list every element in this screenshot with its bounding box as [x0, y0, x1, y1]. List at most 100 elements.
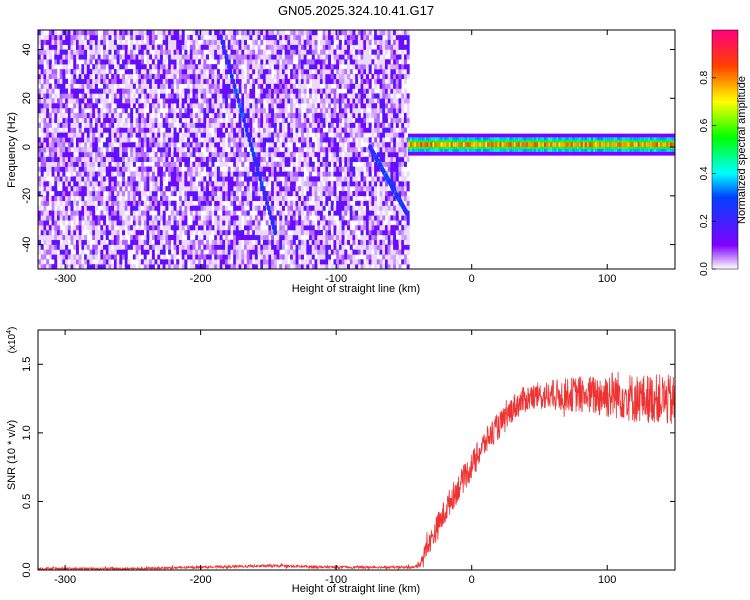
heatmap-cell [338, 78, 342, 84]
heatmap-cell [138, 112, 142, 119]
heatmap-cell [287, 132, 291, 138]
heatmap-cell [279, 64, 283, 70]
heatmap-cell [141, 166, 145, 172]
heatmap-cell [73, 98, 77, 104]
heatmap-cell [376, 249, 380, 255]
heatmap-cell [43, 210, 47, 216]
heatmap-cell [262, 166, 266, 172]
heatmap-cell [176, 156, 180, 162]
heatmap-cell [181, 181, 185, 187]
heatmap-cell [197, 59, 201, 65]
heatmap-cell [273, 132, 277, 138]
heatmap-cell [281, 88, 285, 94]
heatmap-cell [187, 229, 191, 236]
heatmap-cell [51, 69, 55, 75]
heatmap-cell [138, 220, 142, 226]
heatmap-cell [192, 205, 196, 211]
heatmap-cell [124, 122, 128, 128]
heatmap-cell [206, 215, 210, 221]
heatmap-cell [103, 176, 107, 182]
heatmap-cell [295, 147, 299, 153]
heatmap-cell [178, 34, 182, 41]
heatmap-cell [230, 137, 234, 143]
heatmap-cell [157, 215, 161, 221]
heatmap-cell [62, 210, 66, 216]
heatmap-cell [48, 30, 52, 36]
heatmap-cell [65, 98, 69, 104]
heatmap-cell [330, 88, 334, 94]
heatmap-cell [306, 239, 310, 245]
heatmap-cell [252, 108, 256, 114]
heatmap-cell [260, 254, 264, 260]
heatmap-cell [203, 190, 207, 197]
heatmap-cell [135, 127, 139, 133]
heatmap-cell [292, 239, 296, 245]
heatmap-cell [92, 264, 96, 269]
heatmap-cell [330, 44, 334, 50]
heatmap-cell [111, 190, 115, 197]
heatmap-cell [330, 30, 334, 36]
heatmap-cell [311, 88, 315, 94]
heatmap-cell [135, 122, 139, 128]
heatmap-cell [100, 176, 104, 182]
heatmap-cell [43, 249, 47, 255]
heatmap-cell [97, 122, 101, 128]
heatmap-cell [246, 108, 250, 114]
heatmap-cell [187, 225, 191, 231]
heatmap-cell [165, 103, 169, 109]
heatmap-cell [43, 78, 47, 84]
heatmap-cell [260, 249, 264, 255]
heatmap-cell [336, 59, 340, 65]
heatmap-cell [328, 215, 332, 221]
heatmap-cell [338, 39, 342, 45]
heatmap-cell [43, 34, 47, 41]
heatmap-cell [238, 59, 242, 65]
heatmap-cell [97, 117, 101, 123]
heatmap-cell [314, 44, 318, 50]
heatmap-cell [43, 239, 47, 245]
heatmap-cell [151, 103, 155, 109]
heatmap-cell [249, 225, 253, 231]
heatmap-cell [100, 264, 104, 269]
heatmap-cell [252, 112, 256, 119]
heatmap-cell [319, 108, 323, 114]
heatmap-cell [149, 44, 153, 50]
heatmap-cell [241, 127, 245, 133]
heatmap-cell [54, 93, 58, 99]
heatmap-cell [328, 78, 332, 84]
heatmap-cell [279, 254, 283, 260]
heatmap-cell [300, 83, 304, 89]
heatmap-cell [241, 132, 245, 138]
heatmap-cell [292, 215, 296, 221]
heatmap-cell [48, 254, 52, 260]
heatmap-cell [211, 122, 215, 128]
heatmap-cell [51, 166, 55, 172]
heatmap-cell [184, 190, 188, 197]
heatmap-cell [173, 264, 177, 269]
heatmap-cell [273, 122, 277, 128]
heatmap-cell [203, 244, 207, 250]
heatmap-cell [311, 239, 315, 245]
heatmap-cell [314, 210, 318, 216]
heatmap-cell [86, 244, 90, 250]
heatmap-cell [276, 69, 280, 75]
heatmap-cell [157, 132, 161, 138]
heatmap-cell [54, 117, 58, 123]
heatmap-cell [146, 186, 150, 192]
heatmap-cell [219, 44, 223, 50]
heatmap-cell [303, 54, 307, 60]
heatmap-cell [192, 88, 196, 94]
heatmap-cell [311, 161, 315, 167]
heatmap-cell [184, 171, 188, 177]
heatmap-cell [65, 239, 69, 245]
heatmap-cell [92, 225, 96, 231]
heatmap-cell [279, 195, 283, 202]
heatmap-cell [363, 147, 367, 153]
heatmap-cell [230, 49, 234, 55]
heatmap-cell [206, 259, 210, 265]
heatmap-cell [309, 39, 313, 45]
heatmap-cell [284, 156, 288, 162]
heatmap-cell [70, 98, 74, 104]
heatmap-cell [43, 49, 47, 55]
heatmap-cell [162, 234, 166, 241]
